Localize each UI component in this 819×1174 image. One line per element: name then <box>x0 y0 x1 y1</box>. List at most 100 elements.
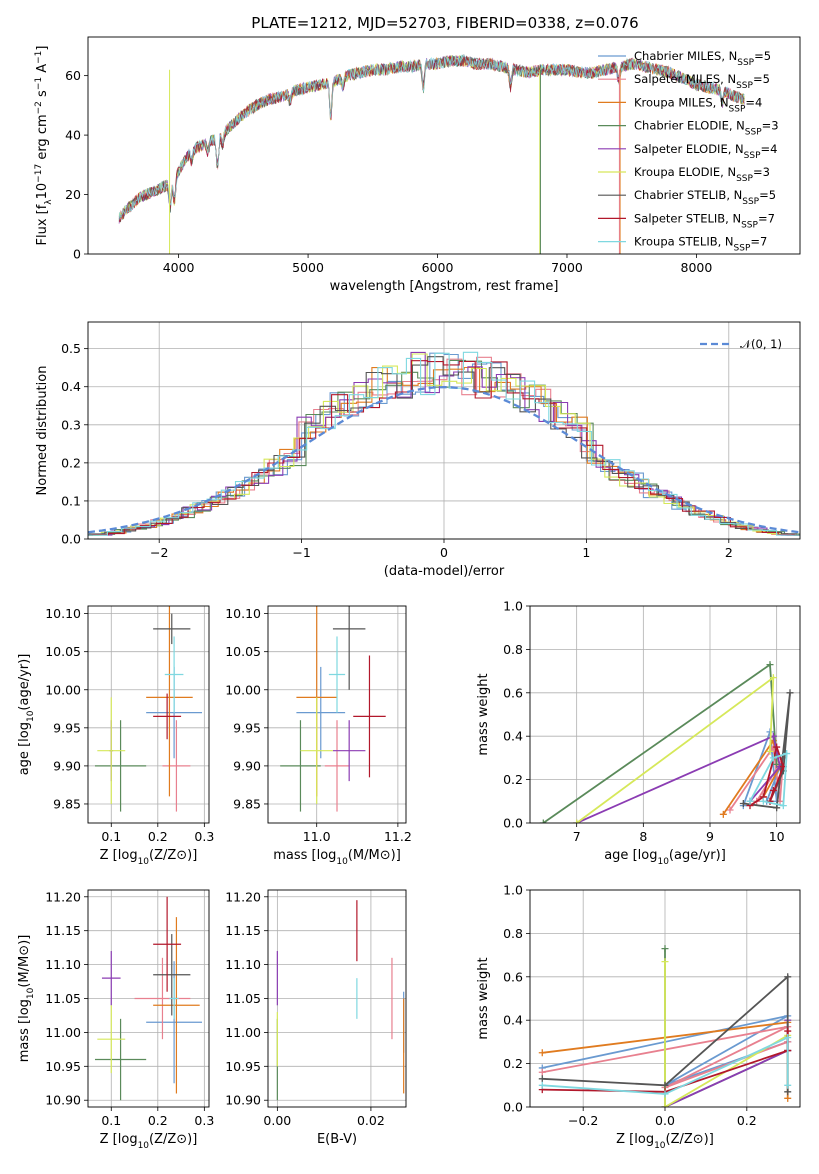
mass-weight-marker <box>539 1069 546 1076</box>
label-part: =5 <box>754 49 771 63</box>
x-tick-label: 8000 <box>681 260 713 275</box>
x-tick-label: 5000 <box>292 260 324 275</box>
label-part: Salpeter ELODIE, N <box>634 142 744 156</box>
label-part: SSP <box>737 58 754 68</box>
legend-label: Chabrier STELIB, NSSP=5 <box>634 188 776 207</box>
x-tick-label: 6000 <box>422 260 454 275</box>
label-part: =5 <box>753 72 770 86</box>
y-tick-label: 1.0 <box>503 599 523 614</box>
y-tick-label: 0.3 <box>61 417 81 432</box>
label-part: SSP <box>745 128 762 138</box>
mass-weight-marker <box>662 958 669 965</box>
mass-weight-marker <box>539 1075 546 1082</box>
y-tick-label: 0.0 <box>503 1100 523 1115</box>
x-tick-label: 2 <box>725 545 733 560</box>
label-part: (Z/Z⊙)] <box>149 1132 197 1147</box>
y-tick-label: 0.8 <box>503 926 523 941</box>
y-tick-label: 20 <box>65 187 81 202</box>
label-part: Kroupa ELODIE, N <box>634 165 736 179</box>
label-part: s <box>35 90 50 101</box>
y-tick-label: 11.00 <box>225 1025 261 1040</box>
label-part: Z [log <box>616 1132 654 1147</box>
label-part: =7 <box>758 211 775 225</box>
x-tick-label: 0.00 <box>263 1113 291 1128</box>
mass-weight-marker <box>539 1082 546 1089</box>
label-part: =5 <box>759 188 776 202</box>
x-axis-label: wavelength [Angstrom, rest frame] <box>330 279 559 294</box>
plot-area <box>539 945 791 1110</box>
label-part: (age/yr)] <box>17 654 32 711</box>
x-tick-label: 0.02 <box>357 1113 385 1128</box>
y-tick-label: 0.0 <box>503 816 523 831</box>
legend-label: Chabrier ELODIE, NSSP=3 <box>634 119 779 138</box>
label-part: =4 <box>745 95 762 109</box>
label-part: Z [log <box>100 848 138 863</box>
x-axis-label: (data-model)/error <box>384 564 505 579</box>
label-part: Salpeter STELIB, N <box>634 211 741 225</box>
y-tick-label: 0.5 <box>61 341 81 356</box>
y-tick-label: 0.2 <box>503 772 523 787</box>
x-axis-label: Z [log10(Z/Z⊙)] <box>100 848 198 867</box>
residual-histogram <box>64 368 819 536</box>
y-tick-label: 10.05 <box>225 644 261 659</box>
mass-weight-marker <box>662 945 669 952</box>
y-tick-label: 0.6 <box>503 969 523 984</box>
x-axis-label: Z [log10(Z/Z⊙)] <box>616 1132 714 1151</box>
y-tick-label: 40 <box>65 128 81 143</box>
label-part: 10 <box>336 857 348 867</box>
label-part: −2 <box>34 101 44 114</box>
label-part: 10 <box>657 857 669 867</box>
label-part: Z [log <box>100 1132 138 1147</box>
y-tick-label: 60 <box>65 68 81 83</box>
label-part: mass [log <box>273 848 336 863</box>
plot-area <box>277 900 403 1100</box>
mass-weight-marker <box>539 1049 546 1056</box>
label-part: 10 <box>26 710 36 722</box>
mass-weight-marker <box>787 689 794 696</box>
x-tick-label: 0.1 <box>101 1113 121 1128</box>
label-part: SSP <box>741 220 758 230</box>
legend-label: Chabrier MILES, NSSP=5 <box>634 49 771 68</box>
x-tick-label: 10 <box>769 829 785 844</box>
label-part: ] <box>35 46 50 51</box>
y-tick-label: 0.6 <box>503 685 523 700</box>
label-part: −1 <box>34 77 44 90</box>
y-tick-label: 9.85 <box>53 796 81 811</box>
x-tick-label: 8 <box>639 829 647 844</box>
label-part: SSP <box>729 104 746 114</box>
plot-area <box>540 661 794 826</box>
y-tick-label: 9.95 <box>53 720 81 735</box>
label-part: mass [log <box>17 999 32 1062</box>
label-part: SSP <box>744 151 761 161</box>
label-part: Kroupa MILES, N <box>634 95 729 109</box>
x-tick-label: −2 <box>150 545 168 560</box>
y-tick-label: 11.05 <box>225 991 261 1006</box>
label-part: age [log <box>17 722 32 775</box>
label-part: 10 <box>35 183 50 200</box>
label-part: =3 <box>762 119 779 133</box>
label-part: (Z/Z⊙)] <box>666 1132 714 1147</box>
x-tick-label: 4000 <box>163 260 195 275</box>
y-tick-label: 11.20 <box>45 889 81 904</box>
label-part: −17 <box>34 164 44 183</box>
mass-weight-line <box>665 949 788 1107</box>
x-axis-label: Z [log10(Z/Z⊙)] <box>100 1132 198 1151</box>
y-tick-label: 10.90 <box>45 1093 81 1108</box>
x-tick-label: 7000 <box>551 260 583 275</box>
y-tick-label: 0.0 <box>61 532 81 547</box>
label-part: SSP <box>734 244 751 254</box>
label-part: =4 <box>761 142 778 156</box>
y-tick-label: 10.95 <box>225 1059 261 1074</box>
y-tick-label: 11.15 <box>225 923 261 938</box>
y-axis-label: Flux [fλ10−17 erg cm−2 s−1 A−1] <box>34 46 54 246</box>
y-tick-label: 10.00 <box>45 682 81 697</box>
label-part: erg cm <box>35 114 50 163</box>
x-tick-label: 1 <box>582 545 590 560</box>
label-part: age [log <box>604 848 657 863</box>
